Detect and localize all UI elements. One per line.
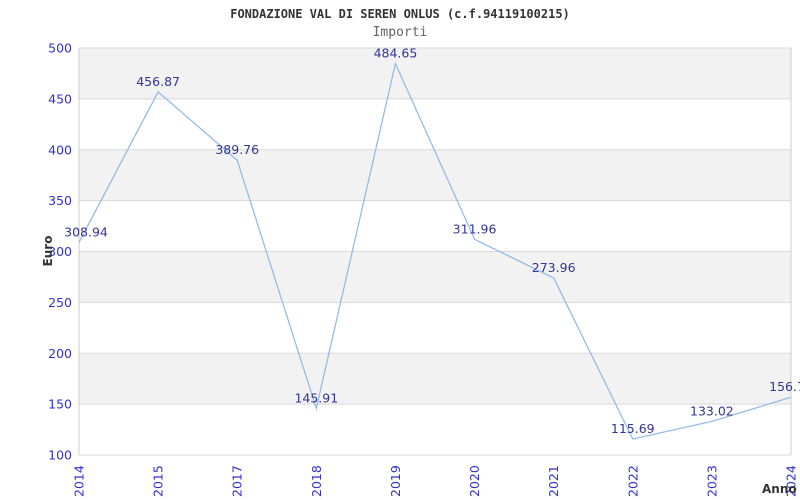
x-tick-label: 2019 [388, 465, 403, 497]
y-tick-label: 250 [48, 295, 72, 310]
plot-band [79, 251, 791, 303]
x-tick-label: 2014 [72, 465, 87, 497]
y-tick-label: 100 [48, 448, 72, 463]
y-tick-label: 500 [48, 41, 72, 56]
data-point-label: 156.76 [769, 379, 800, 394]
x-axis-title: Anno [762, 482, 797, 496]
x-tick-label: 2020 [467, 465, 482, 497]
x-tick-label: 2023 [704, 465, 719, 497]
y-tick-label: 450 [48, 91, 72, 106]
y-tick-label: 200 [48, 346, 72, 361]
data-point-label: 308.94 [64, 224, 108, 239]
plot-band [79, 149, 791, 201]
data-point-label: 115.69 [611, 421, 655, 436]
data-point-label: 389.76 [215, 142, 259, 157]
y-axis-title: Euro [41, 235, 55, 267]
data-point-label: 133.02 [690, 403, 734, 418]
y-tick-label: 300 [48, 244, 72, 259]
y-tick-label: 400 [48, 142, 72, 157]
chart-subtitle: Importi [372, 25, 428, 40]
x-tick-label: 2015 [151, 465, 166, 497]
data-point-label: 311.96 [453, 221, 497, 236]
x-tick-label: 2024 [784, 465, 799, 497]
data-point-label: 484.65 [374, 46, 418, 61]
x-tick-label: 2021 [546, 465, 561, 497]
plot-band [79, 353, 791, 405]
y-tick-label: 350 [48, 193, 72, 208]
x-tick-label: 2018 [309, 465, 324, 497]
x-tick-label: 2017 [230, 465, 245, 497]
data-line [78, 61, 792, 440]
plot-band [79, 48, 791, 99]
data-point-label: 456.87 [136, 74, 180, 89]
data-point-label: 273.96 [532, 260, 576, 275]
x-tick-label: 2022 [625, 465, 640, 497]
y-tick-label: 150 [48, 397, 72, 412]
chart-title: FONDAZIONE VAL DI SEREN ONLUS (c.f.94119… [230, 7, 570, 21]
data-point-label: 145.91 [294, 390, 338, 405]
